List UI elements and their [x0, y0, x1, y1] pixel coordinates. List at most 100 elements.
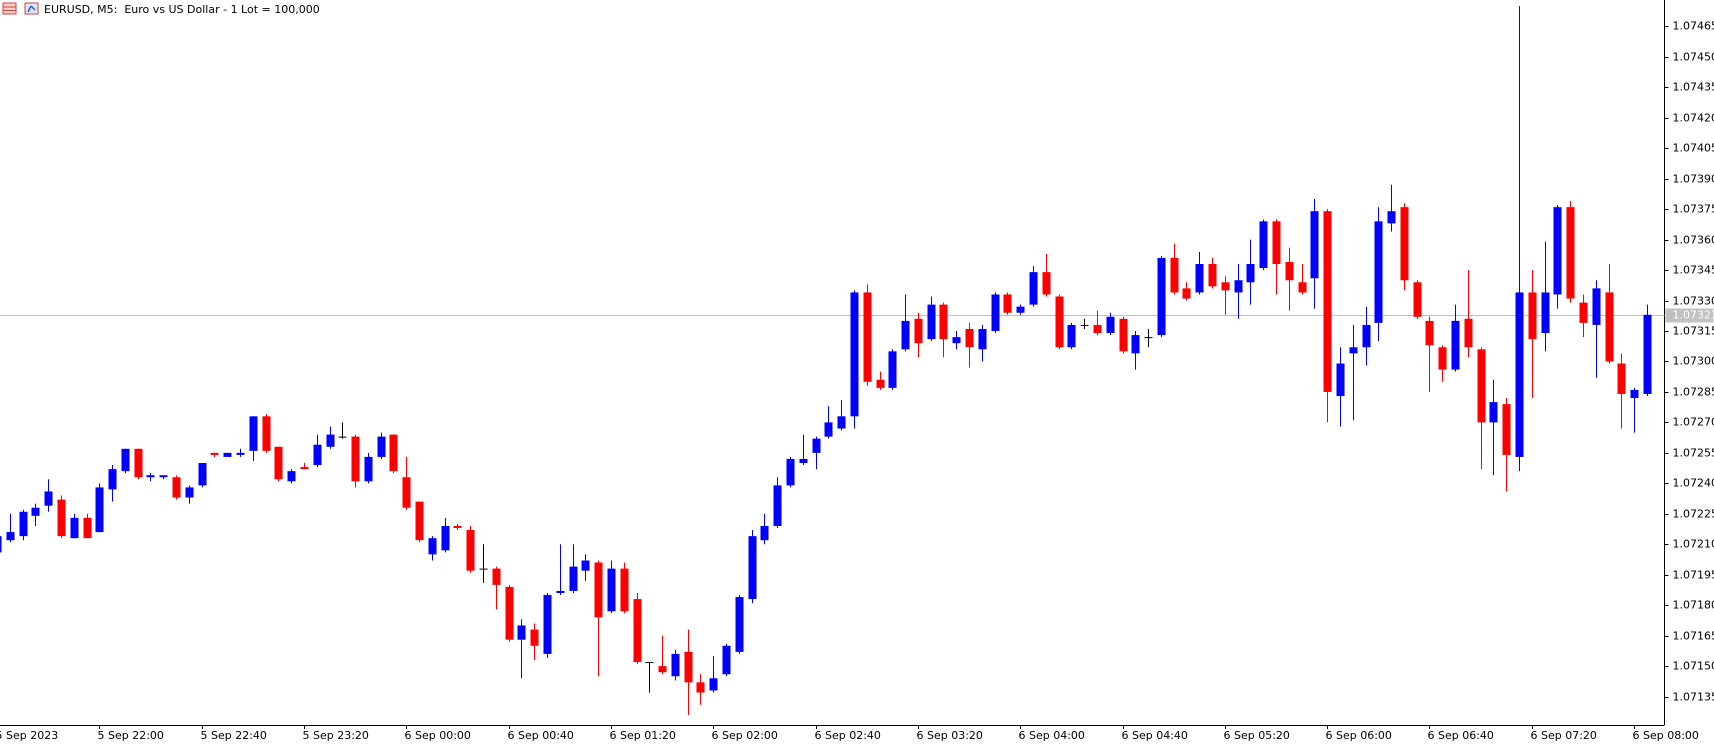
candle-body	[594, 562, 603, 618]
candle-body	[389, 434, 398, 472]
candle-body	[914, 318, 923, 344]
candle-body	[1246, 264, 1255, 283]
candle-body	[1438, 347, 1447, 370]
candle-body	[1413, 282, 1422, 317]
candle-body	[262, 416, 271, 451]
candle-body	[978, 328, 987, 350]
y-tick-label: 1.07375	[1673, 203, 1714, 216]
x-tick-label: 6 Sep 06:40	[1428, 729, 1494, 742]
candle-body	[607, 568, 616, 612]
candle-body	[812, 438, 821, 453]
candle-body	[1080, 324, 1089, 326]
candle-body	[1643, 314, 1652, 394]
candle-body	[172, 477, 181, 498]
candle-body	[19, 511, 28, 537]
candle-body	[709, 678, 718, 691]
candle-body	[1106, 316, 1115, 334]
candle-body	[1298, 282, 1307, 293]
chart-title: EURUSD, M5: Euro vs US Dollar - 1 Lot = …	[44, 3, 320, 16]
candle-body	[530, 629, 539, 646]
candle-body	[1477, 349, 1486, 423]
candle-body	[991, 294, 1000, 332]
candle-body	[300, 467, 309, 470]
candle-body	[850, 292, 859, 417]
x-tick-label: 6 Sep 08:00	[1633, 729, 1699, 742]
candle-body	[1541, 292, 1550, 334]
candle-body	[1221, 282, 1230, 291]
candle-body	[1029, 272, 1038, 305]
x-tick-label: 6 Sep 03:20	[917, 729, 983, 742]
candle-body	[824, 422, 833, 437]
candle-body	[146, 475, 155, 478]
y-tick-label: 1.07330	[1673, 295, 1714, 308]
candle-body	[185, 487, 194, 498]
title-icons	[2, 2, 39, 15]
x-tick-label: 5 Sep 22:40	[201, 729, 267, 742]
candle-body	[837, 416, 846, 429]
candle-body	[1234, 280, 1243, 293]
y-tick-label: 1.07150	[1673, 660, 1714, 673]
candle-body	[1042, 272, 1051, 295]
candle-body	[1310, 211, 1319, 279]
y-tick-label: 1.07465	[1673, 20, 1714, 33]
y-tick-label: 1.07345	[1673, 264, 1714, 277]
candle-body	[671, 653, 680, 677]
candle-body	[1208, 264, 1217, 287]
candle-body	[466, 530, 475, 571]
candle-body	[1374, 221, 1383, 323]
candle-body	[696, 682, 705, 693]
candle-body	[159, 475, 168, 478]
candle-body	[1387, 211, 1396, 224]
x-tick-label: 6 Sep 00:00	[405, 729, 471, 742]
candle-body	[965, 328, 974, 348]
y-tick-label: 1.07135	[1673, 691, 1714, 704]
icon-line	[27, 5, 32, 13]
candle-body	[735, 597, 744, 652]
candle-body	[198, 463, 207, 486]
candle-body	[1336, 363, 1345, 397]
candle-body	[121, 448, 130, 472]
y-tick-label: 1.07405	[1673, 142, 1714, 155]
candle-body	[70, 517, 79, 539]
candle-body	[863, 292, 872, 382]
candle-body	[274, 446, 283, 480]
candle-body	[569, 566, 578, 591]
candle-body	[1579, 302, 1588, 323]
x-tick-label: 6 Sep 02:40	[815, 729, 881, 742]
candle-body	[876, 379, 885, 388]
candle-body	[1131, 335, 1140, 354]
candle-body	[1170, 257, 1179, 293]
candle-body	[773, 485, 782, 526]
candle-body	[415, 501, 424, 541]
x-tick-label: 5 Sep 23:20	[303, 729, 369, 742]
candle-body	[1400, 207, 1409, 281]
candle-body	[1362, 324, 1371, 348]
y-tick-label: 1.07300	[1673, 355, 1714, 368]
candle-body	[1592, 288, 1601, 325]
candle-body	[1605, 292, 1614, 362]
candle-body	[1502, 404, 1511, 455]
candle-body	[517, 625, 526, 640]
candle-body	[901, 320, 910, 350]
candle-body	[0, 536, 2, 553]
candle-body	[134, 448, 143, 478]
y-tick-label: 1.07315	[1673, 325, 1714, 338]
icon-chart	[24, 2, 39, 15]
candle-body	[1285, 261, 1294, 281]
candle-body	[1144, 337, 1153, 339]
candle-body	[1157, 257, 1166, 336]
candle-body	[31, 507, 40, 516]
candle-body	[1349, 347, 1358, 354]
candle-body	[313, 444, 322, 466]
candle-body	[210, 452, 219, 455]
candle-body	[1617, 363, 1626, 394]
candle-body	[83, 517, 92, 539]
candle-body	[888, 351, 897, 388]
candle-body	[939, 304, 948, 340]
candle-body	[1528, 292, 1537, 340]
candle-body	[44, 491, 53, 506]
candle-body	[1425, 320, 1434, 346]
candle-body	[1003, 294, 1012, 313]
y-tick-label: 1.07240	[1673, 477, 1714, 490]
